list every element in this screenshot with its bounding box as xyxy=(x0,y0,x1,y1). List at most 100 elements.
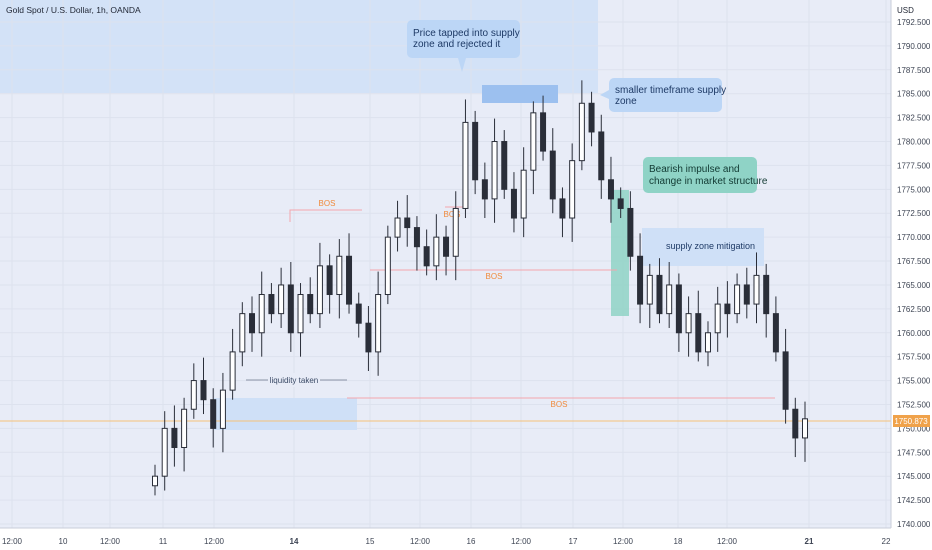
candle-body xyxy=(249,313,256,334)
time-tick-6: 15 xyxy=(366,537,375,546)
supply-callout-line-2: zone and rejected it xyxy=(413,39,501,50)
candle-body xyxy=(559,198,566,219)
candle-body xyxy=(384,236,391,296)
time-tick-9: 12:00 xyxy=(511,537,532,546)
smaller-timeframe-supply-zone xyxy=(482,85,558,103)
candle-body xyxy=(491,141,498,200)
candle-body xyxy=(316,265,323,315)
price-tick-0: 1792.500 xyxy=(897,18,931,27)
candle-body xyxy=(375,294,382,353)
candle-body xyxy=(549,150,556,200)
bearish-line-1: Bearish impulse and xyxy=(649,164,740,175)
candle-body xyxy=(802,418,808,439)
candle-body xyxy=(394,217,401,238)
candle-body xyxy=(200,380,207,401)
candle-body xyxy=(772,313,779,353)
price-tick-11: 1765.000 xyxy=(897,281,931,290)
candle-body xyxy=(161,427,168,477)
candle-body xyxy=(452,207,459,257)
supply-callout[interactable] xyxy=(407,20,520,58)
smaller-tf-callout[interactable] xyxy=(609,78,722,112)
price-tick-6: 1777.500 xyxy=(897,161,931,170)
price-tick-12: 1762.500 xyxy=(897,305,931,314)
candle-body xyxy=(336,255,343,296)
time-tick-0: 12:00 xyxy=(2,537,23,546)
time-tick-12: 18 xyxy=(674,537,683,546)
smaller-tf-line-1: smaller timeframe supply xyxy=(615,85,726,96)
candle-body xyxy=(569,160,576,219)
candle-body xyxy=(152,475,158,487)
chart-title: Gold Spot / U.S. Dollar, 1h, OANDA xyxy=(6,5,141,15)
candle-body xyxy=(481,179,488,200)
price-tick-10: 1767.500 xyxy=(897,257,931,266)
candle-body xyxy=(287,284,294,334)
time-axis[interactable] xyxy=(0,528,891,550)
bearish-callout[interactable] xyxy=(643,157,757,193)
candle-body xyxy=(501,141,508,190)
candle-body xyxy=(734,284,741,315)
candle-body xyxy=(326,265,333,296)
price-tick-13: 1760.000 xyxy=(897,329,931,338)
time-tick-labels: 12:00 10 12:00 11 12:00 14 15 12:00 16 12:00 17 12:… xyxy=(2,537,891,546)
candle-body xyxy=(219,389,226,429)
candle-body xyxy=(530,112,537,171)
candle-body xyxy=(792,408,799,439)
bearish-impulse-box xyxy=(611,190,629,316)
candle-body xyxy=(229,351,236,391)
candle-body xyxy=(704,332,711,353)
current-price-text: 1750.873 xyxy=(894,417,928,426)
bos-label-1: BOS xyxy=(319,199,336,208)
candle-body xyxy=(607,179,614,200)
time-tick-13: 12:00 xyxy=(717,537,738,546)
price-tick-9: 1770.000 xyxy=(897,233,931,242)
price-tick-21: 1740.000 xyxy=(897,520,931,529)
candle-body xyxy=(598,131,605,181)
current-price-tag xyxy=(893,415,930,427)
candle-body xyxy=(743,284,750,305)
candle-body xyxy=(413,227,420,248)
time-tick-1: 10 xyxy=(59,537,68,546)
candle-body xyxy=(763,274,770,315)
candle-body xyxy=(346,255,353,305)
candle-body xyxy=(268,294,275,315)
time-tick-7: 12:00 xyxy=(410,537,431,546)
candle-body xyxy=(540,112,547,152)
candle-body xyxy=(578,102,585,162)
price-tick-labels: 1792.500 1790.000 1787.500 1785.000 1782.500… xyxy=(897,18,931,529)
time-tick-15: 22 xyxy=(882,537,891,546)
candle-body xyxy=(443,236,450,257)
candle-body xyxy=(355,303,362,324)
price-tick-7: 1775.000 xyxy=(897,185,931,194)
bos-label-2: BOS xyxy=(486,272,503,281)
candle-body xyxy=(239,313,246,353)
time-tick-2: 12:00 xyxy=(100,537,121,546)
candle-body xyxy=(307,294,314,315)
price-tick-1: 1790.000 xyxy=(897,42,931,51)
time-tick-3: 11 xyxy=(159,537,168,546)
smaller-tf-callout-pointer xyxy=(600,90,609,99)
candle-body xyxy=(753,274,760,305)
candle-body xyxy=(695,313,702,353)
candle-body xyxy=(646,274,653,305)
candle-body xyxy=(627,207,634,257)
candle-body xyxy=(190,380,197,410)
bos-label-3: BOS xyxy=(551,400,568,409)
candle-body xyxy=(617,198,624,209)
price-tick-19: 1745.000 xyxy=(897,472,931,481)
candle-body xyxy=(171,427,178,449)
candle-body xyxy=(685,313,692,334)
time-tick-11: 12:00 xyxy=(613,537,634,546)
candle-body xyxy=(423,246,430,267)
time-tick-8: 16 xyxy=(467,537,476,546)
time-tick-5: 14 xyxy=(290,537,299,546)
price-tick-5: 1780.000 xyxy=(897,138,931,147)
candle-body xyxy=(210,399,217,429)
price-axis[interactable] xyxy=(891,0,932,550)
candle-body xyxy=(297,294,304,334)
smaller-tf-line-2: zone xyxy=(615,96,637,107)
bearish-line-2: change in market structure xyxy=(649,176,768,187)
candle-body xyxy=(365,322,372,353)
candle-body xyxy=(724,303,731,315)
currency-label: USD xyxy=(897,6,914,15)
